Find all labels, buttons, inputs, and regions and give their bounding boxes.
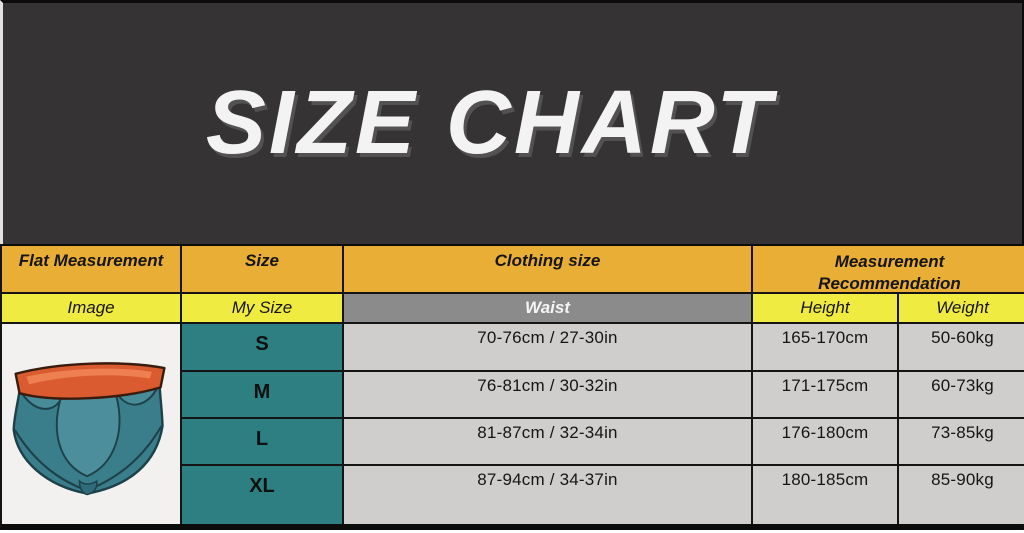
briefs-illustration-icon xyxy=(12,362,166,496)
size-chart-table: Flat Measurement Size Clothing size Meas… xyxy=(0,244,1024,530)
weight-value-m: 60-73kg xyxy=(899,372,1024,417)
weight-value-xl: 85-90kg xyxy=(899,466,1024,524)
weight-value-s: 50-60kg xyxy=(899,324,1024,370)
weight-value-l: 73-85kg xyxy=(899,419,1024,464)
header-measurement-recommendation-label: Measurement Recommendation xyxy=(818,252,961,294)
size-label-l: L xyxy=(182,419,342,464)
header-size: Size xyxy=(182,246,342,292)
height-value-xl: 180-185cm xyxy=(753,466,897,524)
height-value-l: 176-180cm xyxy=(753,419,897,464)
header-clothing-size: Clothing size xyxy=(344,246,751,292)
size-chart-banner: SIZE CHART xyxy=(0,0,1024,244)
waist-value-xl: 87-94cm / 34-37in xyxy=(344,466,751,524)
subheader-weight: Weight xyxy=(899,294,1024,322)
header-measurement-recommendation: Measurement Recommendation xyxy=(753,246,1024,294)
product-image-cell xyxy=(2,324,180,524)
subheader-waist: Waist xyxy=(344,294,751,322)
size-label-m: M xyxy=(182,372,342,417)
header-flat-measurement: Flat Measurement xyxy=(2,246,180,292)
subheader-image: Image xyxy=(2,294,180,322)
height-value-m: 171-175cm xyxy=(753,372,897,417)
height-value-s: 165-170cm xyxy=(753,324,897,370)
waist-value-s: 70-76cm / 27-30in xyxy=(344,324,751,370)
subheader-my-size: My Size xyxy=(182,294,342,322)
page-title: SIZE CHART xyxy=(205,73,775,173)
waist-value-m: 76-81cm / 30-32in xyxy=(344,372,751,417)
size-label-xl: XL xyxy=(182,466,342,524)
size-label-s: S xyxy=(182,324,342,370)
subheader-height: Height xyxy=(753,294,897,322)
waist-value-l: 81-87cm / 32-34in xyxy=(344,419,751,464)
